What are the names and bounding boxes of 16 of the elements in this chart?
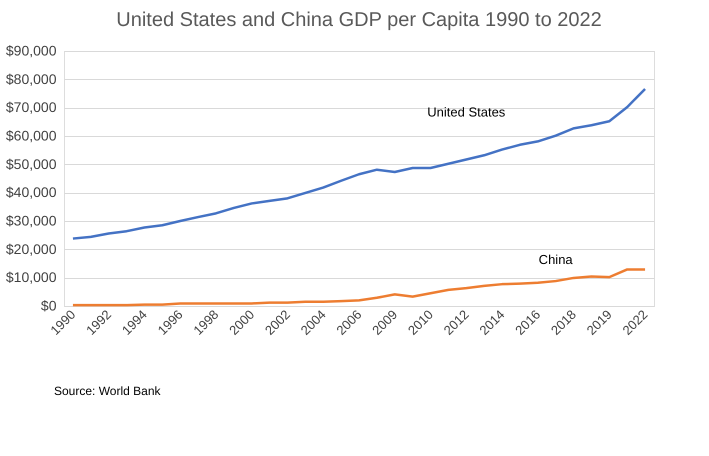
y-tick-label: $30,000: [6, 212, 57, 228]
y-tick-label: $0: [40, 298, 57, 314]
y-tick-label: $10,000: [6, 269, 57, 286]
y-tick-label: $20,000: [6, 240, 57, 257]
series-label: China: [538, 252, 574, 268]
line-series: [72, 268, 646, 306]
y-tick-label: $80,000: [6, 70, 57, 87]
y-tick-label: $40,000: [6, 184, 57, 200]
chart-title: United States and China GDP per Capita 1990 to 2022: [116, 9, 602, 31]
source-note: Source: World Bank: [54, 384, 162, 398]
y-tick-label: $90,000: [6, 42, 57, 58]
y-tick-label: $50,000: [6, 156, 57, 172]
text: United States: [427, 104, 506, 120]
line-series: [72, 88, 646, 240]
y-tick-label: $60,000: [6, 128, 57, 144]
y-tick-label: $70,000: [6, 99, 57, 116]
